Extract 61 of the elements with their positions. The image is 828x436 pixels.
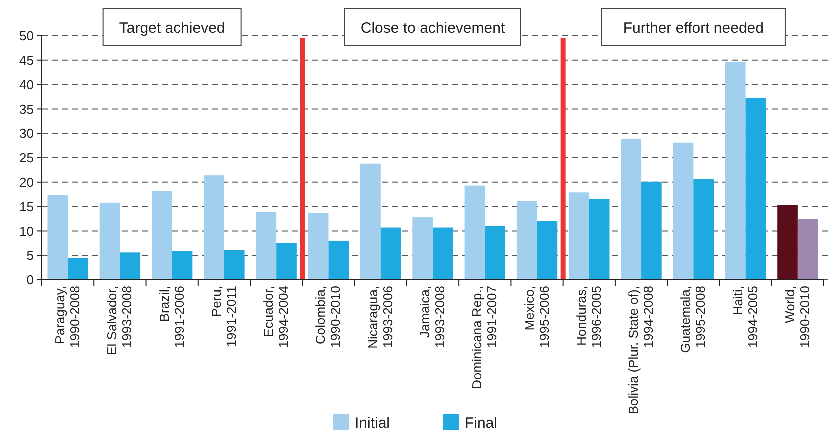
y-tick-label: 0 xyxy=(26,272,34,288)
bar xyxy=(412,218,433,280)
bar xyxy=(256,212,277,280)
x-tick-label: El Salvador, 1993-2008 xyxy=(104,286,135,356)
bar xyxy=(68,258,88,280)
bar xyxy=(276,243,297,280)
bar xyxy=(172,251,193,280)
y-tick-label: 45 xyxy=(20,52,34,68)
bar xyxy=(694,179,714,280)
x-tick-label: Mexico, 1995-2006 xyxy=(522,286,552,348)
bar xyxy=(204,176,224,280)
bar xyxy=(464,186,486,280)
bar xyxy=(380,228,402,280)
bar xyxy=(725,62,746,280)
y-tick-label: 10 xyxy=(20,224,34,239)
bar xyxy=(798,219,818,280)
x-tick-label: Paraguay, 1990-2008 xyxy=(52,286,83,348)
bar xyxy=(516,201,538,280)
bar xyxy=(152,191,172,280)
x-tick-label: Ecuador, 1994-2004 xyxy=(261,286,292,348)
x-tick-label: Guatemala, 1995-2008 xyxy=(678,286,708,354)
bar xyxy=(224,250,245,280)
bar xyxy=(485,226,506,280)
x-tick-label: Jamaica, 1993-2008 xyxy=(418,286,448,348)
x-tick-label: Brazil, 1991-2006 xyxy=(156,286,187,348)
bar xyxy=(308,213,329,280)
x-tick-label: World, 1990-2010 xyxy=(782,286,812,348)
bar xyxy=(778,205,798,280)
x-tick-label: Dominicana Rep., 1991-2007 xyxy=(470,286,500,390)
y-tick-label: 25 xyxy=(20,150,34,166)
annotation: Close to achievement xyxy=(360,20,506,37)
bar xyxy=(642,182,662,280)
x-tick-label: Colombia, 1990-2010 xyxy=(313,286,344,348)
bar xyxy=(569,192,590,280)
x-tick-label: Bolivia (Plur. State of), 1994-2008 xyxy=(626,286,656,415)
bar xyxy=(100,202,120,280)
x-tick-label: Honduras, 1996-2005 xyxy=(574,286,604,348)
y-tick-label: 30 xyxy=(20,126,34,142)
x-tick-label: Nicaragua, 1993-2006 xyxy=(365,286,396,349)
bar xyxy=(621,138,642,280)
x-tick-label: Haiti, 1994-2005 xyxy=(730,286,760,348)
legend-label: Initial xyxy=(355,415,390,432)
y-tick-label: 50 xyxy=(20,28,34,44)
y-tick-label: 35 xyxy=(20,102,34,117)
y-tick-label: 40 xyxy=(20,77,34,92)
bar xyxy=(48,195,68,280)
bar xyxy=(589,198,610,280)
bar xyxy=(433,228,454,280)
bar xyxy=(360,164,381,280)
y-tick-label: 20 xyxy=(20,174,34,190)
annotation: Target achieved xyxy=(119,20,226,37)
annotation: Further effort needed xyxy=(623,20,764,37)
bar xyxy=(746,98,766,280)
y-tick-label: 5 xyxy=(26,248,34,264)
bar xyxy=(120,252,141,280)
bar xyxy=(537,221,558,280)
bar xyxy=(328,240,350,280)
bar xyxy=(673,142,694,280)
legend-label: Final xyxy=(465,415,498,432)
x-tick-label: Peru, 1991-2011 xyxy=(208,286,239,348)
y-tick-label: 15 xyxy=(20,199,34,214)
